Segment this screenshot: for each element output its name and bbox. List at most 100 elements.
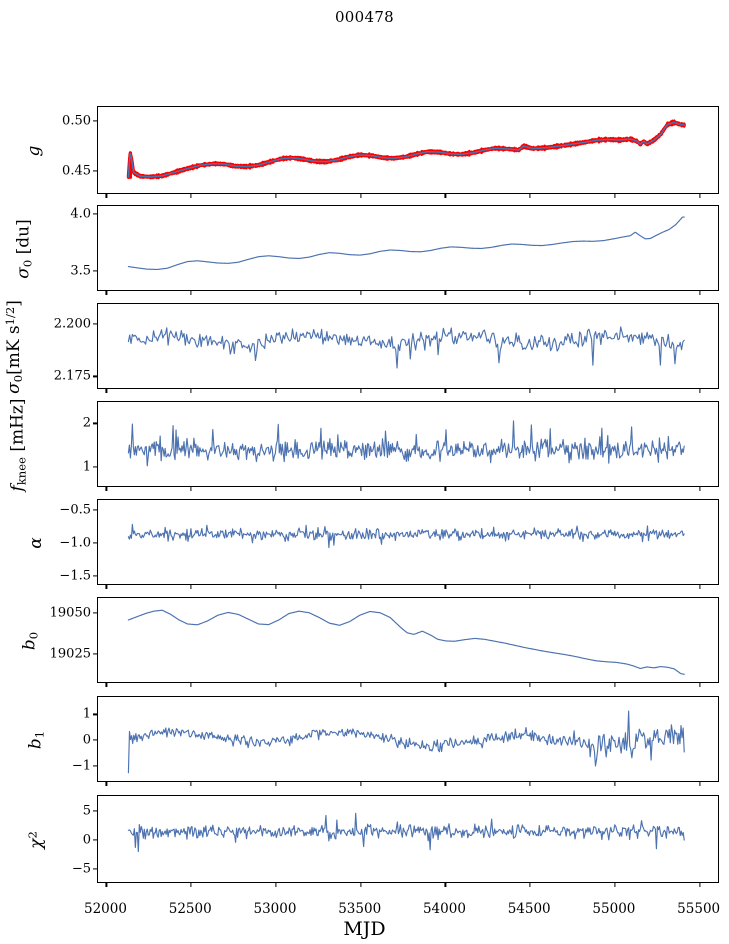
x-tick-mark (699, 193, 701, 198)
y-axis-label-b0: b0 (19, 631, 41, 651)
x-tick-mark (275, 486, 277, 491)
x-tick-mark (614, 682, 616, 687)
x-tick-mark (444, 486, 447, 491)
x-tick-mark (105, 290, 108, 295)
x-tick-mark (360, 193, 362, 198)
x-tick-mark (699, 584, 701, 589)
plot-panel-sigma0_mk: 2.175 2.200 σ0[mK s1/2] (3, 300, 719, 394)
y-tick-label: 2.200 (53, 316, 91, 332)
x-tick-mark (444, 781, 447, 786)
y-tick-mark (93, 422, 98, 424)
x-tick-mark (360, 290, 362, 295)
x-tick-mark (614, 388, 616, 393)
x-tick-mark (105, 584, 108, 589)
x-tick-mark (190, 388, 192, 393)
x-tick-label: 52000 (83, 901, 127, 917)
x-tick-mark (360, 584, 362, 589)
y-tick-label: −0.5 (59, 502, 91, 518)
x-tick-label: 54000 (422, 901, 466, 917)
y-tick-label: 1 (82, 459, 91, 475)
y-tick-label: 1 (82, 706, 91, 722)
y-axis-label-sigma0_mk: σ0[mK s1/2] (2, 300, 26, 394)
x-tick-mark (529, 193, 531, 198)
x-tick-mark (105, 882, 108, 887)
y-tick-mark (93, 868, 98, 870)
x-tick-mark (529, 584, 531, 589)
x-tick-mark (190, 486, 192, 491)
x-tick-mark (105, 388, 108, 393)
x-tick-mark (444, 682, 447, 687)
x-tick-mark (190, 290, 192, 295)
x-tick-mark (105, 781, 108, 786)
y-tick-label: −1.5 (59, 568, 91, 584)
x-tick-mark (275, 584, 277, 589)
y-tick-mark (93, 839, 98, 841)
x-tick-mark (699, 781, 701, 786)
y-tick-label: 2.175 (53, 368, 91, 384)
y-tick-label: 0.50 (62, 113, 91, 129)
x-tick-mark (105, 193, 108, 198)
y-tick-mark (93, 653, 98, 655)
x-tick-mark (190, 781, 192, 786)
x-tick-mark (614, 486, 616, 491)
x-axis-label: MJD (343, 918, 386, 940)
y-tick-label: 19050 (49, 605, 91, 621)
y-tick-mark (93, 575, 98, 577)
x-tick-label: 55500 (677, 901, 721, 917)
y-tick-mark (93, 375, 98, 378)
x-tick-mark (275, 193, 277, 198)
y-tick-label: −5 (71, 861, 91, 877)
x-tick-mark (444, 882, 447, 887)
x-tick-mark (275, 882, 277, 887)
x-tick-mark (190, 584, 192, 589)
y-tick-mark (93, 213, 98, 215)
x-tick-mark (529, 486, 531, 491)
x-tick-mark (444, 584, 447, 589)
plot-panel-sigma0_du: 3.5 4.0 σ0 [du] (14, 205, 719, 295)
y-tick-label: −1.0 (59, 535, 91, 551)
x-tick-mark (529, 290, 531, 295)
x-tick-mark (190, 682, 192, 687)
x-tick-mark (444, 290, 447, 295)
x-tick-mark (275, 388, 277, 393)
y-tick-mark (93, 170, 98, 172)
plot-panel-alpha: −0.5 −1.0 −1.5 α (26, 499, 719, 589)
y-axis-label-chi2: χ2 (25, 831, 47, 849)
x-tick-mark (360, 682, 362, 687)
x-tick-mark (444, 388, 447, 393)
y-tick-mark (93, 765, 98, 767)
x-tick-mark (614, 882, 616, 887)
x-tick-mark (699, 882, 701, 887)
y-tick-mark (93, 509, 98, 511)
y-tick-label: 3.5 (70, 263, 91, 279)
x-tick-mark (105, 682, 108, 687)
x-tick-mark (699, 290, 701, 295)
y-tick-mark (93, 612, 98, 614)
plot-panel-gain: 0.45 0.50 g (24, 106, 719, 198)
x-tick-label: 53000 (253, 901, 297, 917)
y-tick-label: 4.0 (70, 206, 91, 222)
x-tick-mark (529, 682, 531, 687)
y-tick-label: −1 (71, 758, 91, 774)
y-tick-label: 5 (82, 803, 91, 819)
y-tick-label: 0.45 (62, 163, 91, 179)
x-tick-label: 52500 (168, 901, 212, 917)
y-axis-label-fknee: fknee [mHz] (7, 398, 29, 492)
y-tick-label: 0 (82, 832, 91, 848)
y-axis-label-alpha: α (26, 537, 46, 549)
plot-panel-chi2: 5 0 −5 χ2 (25, 795, 719, 887)
y-tick-label: 19025 (49, 646, 91, 662)
y-tick-mark (93, 465, 98, 468)
x-tick-label: 53500 (338, 901, 382, 917)
figure-title: 000478 (334, 8, 395, 26)
y-tick-mark (93, 542, 98, 544)
y-axis-label-gain: g (24, 145, 44, 157)
plot-panel-b0: 19025 19050 b0 (20, 597, 719, 687)
x-tick-mark (614, 584, 616, 589)
y-axis-label-sigma0_du: σ0 [du] (13, 219, 35, 279)
x-tick-mark (699, 486, 701, 491)
x-tick-mark (275, 781, 277, 786)
x-tick-mark (614, 290, 616, 295)
y-tick-mark (93, 120, 98, 122)
